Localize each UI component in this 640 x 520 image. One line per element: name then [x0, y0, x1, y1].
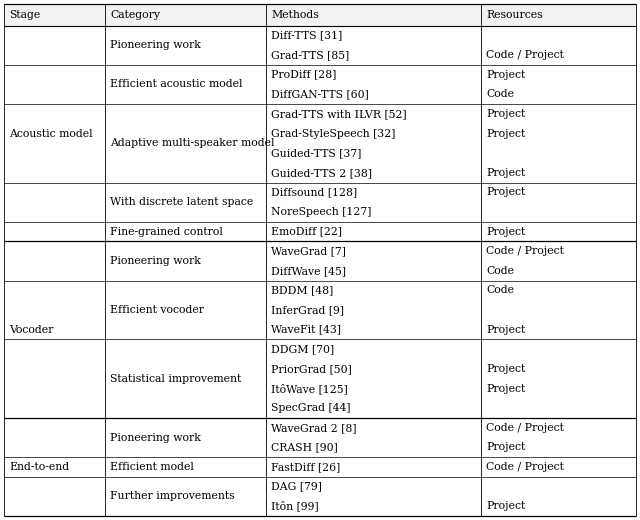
Text: Project: Project: [486, 501, 525, 511]
Text: FastDiff [26]: FastDiff [26]: [271, 462, 340, 472]
Text: Project: Project: [486, 227, 525, 237]
Text: Project: Project: [486, 70, 525, 80]
Text: Statistical improvement: Statistical improvement: [110, 374, 241, 384]
Text: Code: Code: [486, 266, 514, 276]
Text: Vocoder: Vocoder: [9, 324, 53, 335]
Text: Fine-grained control: Fine-grained control: [110, 227, 223, 237]
Text: Code: Code: [486, 89, 514, 99]
Text: Efficient model: Efficient model: [110, 462, 194, 472]
Text: WaveGrad 2 [8]: WaveGrad 2 [8]: [271, 423, 356, 433]
Text: Project: Project: [486, 324, 525, 335]
Text: Guided-TTS [37]: Guided-TTS [37]: [271, 148, 362, 158]
Text: Adaptive multi-speaker model: Adaptive multi-speaker model: [110, 138, 275, 148]
Text: Code / Project: Code / Project: [486, 462, 564, 472]
Text: Code: Code: [486, 285, 514, 295]
Text: Code / Project: Code / Project: [486, 423, 564, 433]
Text: Pioneering work: Pioneering work: [110, 40, 201, 50]
Text: WaveFit [43]: WaveFit [43]: [271, 324, 341, 335]
Text: Grad-TTS [85]: Grad-TTS [85]: [271, 50, 349, 60]
Text: Diffsound [128]: Diffsound [128]: [271, 187, 357, 198]
Text: Resources: Resources: [486, 10, 543, 20]
Text: Further improvements: Further improvements: [110, 491, 235, 501]
Text: SpecGrad [44]: SpecGrad [44]: [271, 403, 351, 413]
Text: With discrete latent space: With discrete latent space: [110, 197, 253, 207]
Text: NoreSpeech [127]: NoreSpeech [127]: [271, 207, 372, 217]
Text: InferGrad [9]: InferGrad [9]: [271, 305, 344, 315]
Text: DiffGAN-TTS [60]: DiffGAN-TTS [60]: [271, 89, 369, 99]
Text: Code / Project: Code / Project: [486, 50, 564, 60]
Text: Project: Project: [486, 364, 525, 374]
Text: Project: Project: [486, 443, 525, 452]
Text: ProDiff [28]: ProDiff [28]: [271, 70, 337, 80]
Text: End-to-end: End-to-end: [9, 462, 69, 472]
Text: EmoDiff [22]: EmoDiff [22]: [271, 227, 342, 237]
Text: Efficient vocoder: Efficient vocoder: [110, 305, 204, 315]
Text: Grad-TTS with ILVR [52]: Grad-TTS with ILVR [52]: [271, 109, 407, 119]
Text: PriorGrad [50]: PriorGrad [50]: [271, 364, 352, 374]
Text: Project: Project: [486, 384, 525, 394]
Text: Efficient acoustic model: Efficient acoustic model: [110, 80, 243, 89]
Text: Project: Project: [486, 187, 525, 198]
Text: Project: Project: [486, 109, 525, 119]
Text: DAG [79]: DAG [79]: [271, 482, 322, 491]
Text: Acoustic model: Acoustic model: [9, 128, 93, 138]
Text: ItôWave [125]: ItôWave [125]: [271, 383, 348, 394]
Text: DDGM [70]: DDGM [70]: [271, 344, 335, 354]
Text: Pioneering work: Pioneering work: [110, 433, 201, 443]
Text: Project: Project: [486, 128, 525, 138]
Text: Project: Project: [486, 168, 525, 178]
Text: WaveGrad [7]: WaveGrad [7]: [271, 246, 346, 256]
Text: Pioneering work: Pioneering work: [110, 256, 201, 266]
Bar: [4, 4, 636, 25]
Text: Grad-StyleSpeech [32]: Grad-StyleSpeech [32]: [271, 128, 396, 138]
Text: CRASH [90]: CRASH [90]: [271, 443, 338, 452]
Text: BDDM [48]: BDDM [48]: [271, 285, 333, 295]
Text: Category: Category: [110, 10, 160, 20]
Text: Guided-TTS 2 [38]: Guided-TTS 2 [38]: [271, 168, 372, 178]
Text: Itôn [99]: Itôn [99]: [271, 501, 319, 512]
Text: DiffWave [45]: DiffWave [45]: [271, 266, 346, 276]
Text: Stage: Stage: [9, 10, 40, 20]
Text: Diff-TTS [31]: Diff-TTS [31]: [271, 31, 342, 41]
Text: Methods: Methods: [271, 10, 319, 20]
Text: Code / Project: Code / Project: [486, 246, 564, 256]
